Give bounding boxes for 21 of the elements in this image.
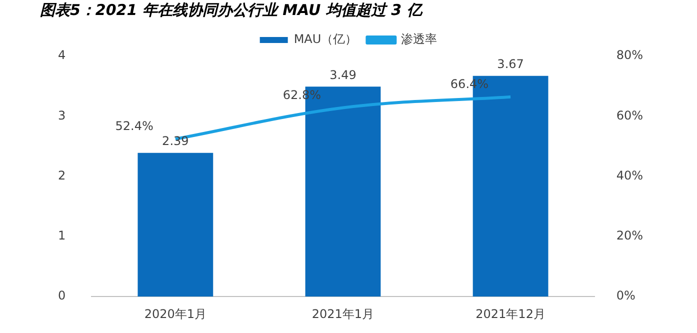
bar: [138, 152, 214, 297]
data-label: 3.67: [497, 56, 524, 71]
y2-tick-label: 60%: [616, 108, 643, 122]
y2-tick-label: 40%: [616, 168, 643, 182]
y-tick-label: 0: [58, 288, 66, 303]
x-tick-label: 2021年12月: [476, 306, 546, 321]
x-tick-label: 2021年1月: [312, 306, 374, 321]
y-tick-label: 4: [58, 48, 66, 62]
chart-title: 图表5：2021 年在线协同办公行业 MAU 均值超过 3 亿: [40, 0, 423, 19]
legend-label: 渗透率: [401, 32, 438, 46]
y2-tick-label: 20%: [616, 228, 643, 243]
data-label: 2.39: [162, 134, 189, 148]
legend-label: MAU（亿）: [294, 32, 358, 46]
y-tick-label: 2: [58, 168, 66, 182]
y2-tick-label: 80%: [616, 48, 643, 62]
y-tick-label: 3: [58, 108, 66, 122]
x-tick-label: 2020年1月: [144, 306, 207, 321]
y2-tick-label: 0%: [616, 288, 636, 303]
y-tick-label: 1: [58, 228, 66, 243]
data-label: 52.4%: [115, 119, 154, 134]
data-label: 3.49: [330, 68, 356, 82]
